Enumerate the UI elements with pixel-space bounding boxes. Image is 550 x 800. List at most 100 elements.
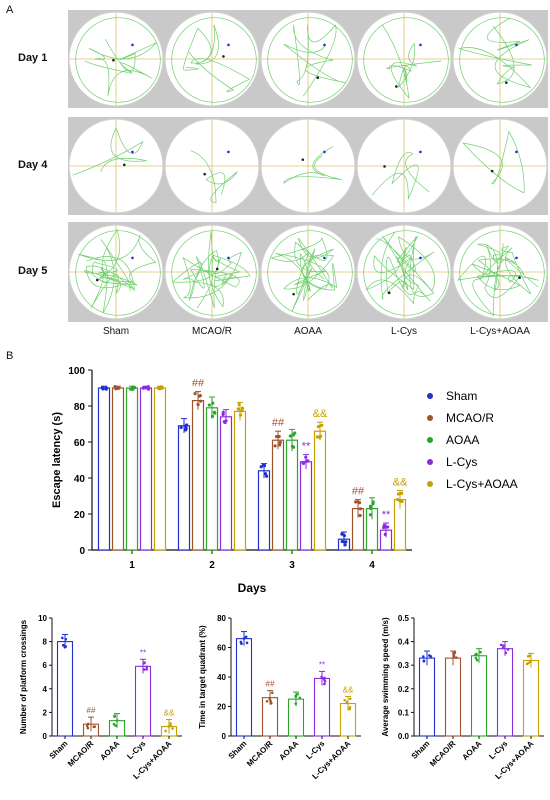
legend-marker bbox=[427, 481, 433, 487]
start-point bbox=[301, 158, 305, 161]
swim-path bbox=[363, 17, 449, 103]
y-tick-label: 0 bbox=[222, 732, 227, 741]
data-point bbox=[239, 640, 243, 644]
data-point bbox=[198, 394, 202, 398]
data-point bbox=[145, 665, 149, 669]
bar bbox=[139, 387, 153, 551]
y-tick-label: 4 bbox=[43, 685, 48, 694]
start-point bbox=[518, 276, 521, 279]
data-point bbox=[117, 386, 121, 390]
data-point bbox=[238, 413, 243, 417]
data-point bbox=[221, 410, 225, 414]
y-tick-label: 0.1 bbox=[398, 708, 410, 717]
data-point bbox=[193, 391, 197, 396]
y-tick-label: 0.3 bbox=[398, 661, 410, 670]
data-point bbox=[265, 474, 269, 478]
data-point bbox=[383, 532, 387, 536]
swim-path bbox=[365, 232, 436, 305]
data-point bbox=[422, 659, 426, 663]
bar bbox=[285, 439, 299, 551]
significance-mark: && bbox=[393, 477, 408, 489]
swim-path bbox=[267, 17, 353, 103]
platform-point bbox=[515, 150, 518, 154]
bar bbox=[125, 387, 139, 551]
significance-mark: ## bbox=[352, 486, 365, 498]
data-point bbox=[501, 646, 505, 650]
data-point bbox=[357, 501, 362, 505]
bar bbox=[111, 387, 125, 551]
data-point bbox=[293, 431, 297, 435]
start-point bbox=[215, 267, 219, 271]
data-point bbox=[270, 701, 273, 705]
significance-mark: ** bbox=[302, 441, 311, 453]
swim-path bbox=[84, 38, 157, 97]
data-point bbox=[315, 435, 319, 439]
data-point bbox=[306, 459, 310, 463]
data-point bbox=[399, 491, 404, 495]
data-point bbox=[368, 513, 373, 517]
y-tick-label: 0.4 bbox=[398, 638, 410, 647]
significance-mark: && bbox=[313, 408, 328, 420]
bar bbox=[56, 641, 74, 737]
data-point bbox=[340, 539, 344, 544]
data-point bbox=[271, 691, 274, 695]
y-axis-title: Escape latency (s) bbox=[51, 412, 63, 508]
group-label: L-Cys bbox=[390, 326, 418, 337]
platform-point bbox=[419, 43, 422, 47]
data-point bbox=[212, 410, 217, 414]
bar bbox=[299, 461, 313, 551]
y-tick-label: 80 bbox=[74, 402, 86, 413]
significance-mark: && bbox=[164, 708, 175, 717]
data-point bbox=[502, 644, 505, 647]
start-point bbox=[95, 278, 99, 282]
data-point bbox=[340, 532, 344, 536]
x-tick-label: AOAA bbox=[277, 739, 300, 762]
data-point bbox=[196, 402, 200, 407]
significance-mark: ## bbox=[266, 680, 275, 689]
y-tick-label: 0 bbox=[43, 732, 48, 741]
significance-mark: ** bbox=[319, 660, 325, 669]
data-point bbox=[421, 655, 425, 658]
data-point bbox=[263, 472, 268, 476]
bar bbox=[313, 677, 331, 737]
y-tick-label: 40 bbox=[74, 474, 86, 485]
x-tick-label: L-Cys bbox=[125, 739, 147, 761]
data-point bbox=[358, 513, 362, 518]
data-point bbox=[179, 425, 183, 430]
data-point bbox=[298, 696, 302, 700]
significance-mark: ** bbox=[140, 648, 146, 657]
data-point bbox=[268, 697, 272, 701]
bar bbox=[233, 410, 247, 551]
swim-path bbox=[267, 230, 353, 316]
x-tick-label: Sham bbox=[48, 739, 70, 761]
data-point bbox=[236, 407, 240, 411]
data-point bbox=[273, 444, 277, 448]
y-axis-title: Number of platform crossings bbox=[19, 619, 28, 734]
data-point bbox=[167, 725, 171, 728]
track-row-svg bbox=[68, 224, 548, 320]
bar bbox=[418, 657, 436, 737]
data-point bbox=[320, 675, 323, 679]
data-point bbox=[86, 722, 90, 726]
swim-path bbox=[459, 230, 545, 316]
swim-path bbox=[283, 146, 343, 184]
platform-point bbox=[131, 43, 134, 47]
data-point bbox=[342, 534, 346, 538]
start-point bbox=[383, 165, 386, 168]
y-tick-label: 100 bbox=[68, 366, 85, 377]
legend-label: Sham bbox=[446, 389, 477, 403]
data-point bbox=[452, 654, 456, 657]
data-point bbox=[115, 719, 119, 722]
bar bbox=[97, 387, 111, 551]
platform-point bbox=[131, 150, 134, 154]
data-point bbox=[323, 680, 327, 683]
data-point bbox=[452, 656, 456, 659]
data-point bbox=[101, 387, 105, 391]
platform-point bbox=[131, 256, 134, 260]
y-tick-label: 60 bbox=[217, 644, 226, 653]
data-point bbox=[61, 643, 65, 647]
x-tick-label: AOAA bbox=[460, 739, 483, 762]
day-label: Day 1 bbox=[18, 52, 48, 64]
y-tick-label: 8 bbox=[43, 638, 48, 647]
x-tick-label: Sham bbox=[227, 739, 249, 761]
